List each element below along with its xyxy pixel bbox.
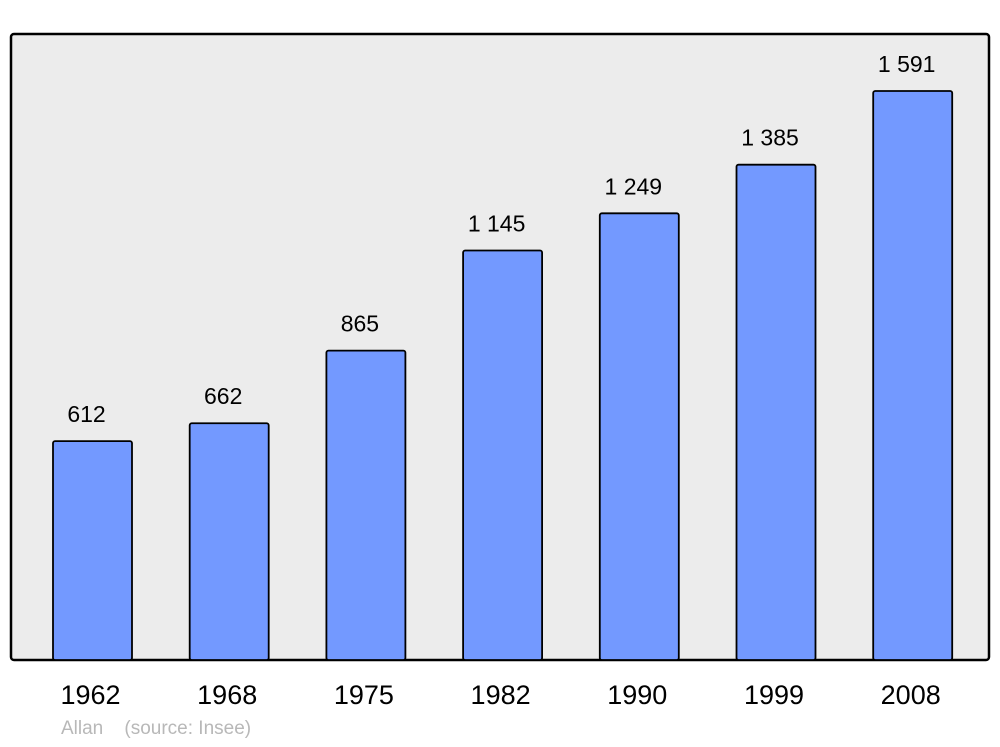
data-label-1990: 1 249 bbox=[605, 173, 663, 199]
data-label-1982: 1 145 bbox=[468, 211, 526, 237]
data-label-1962: 612 bbox=[67, 401, 105, 427]
x-tick-label: 1990 bbox=[607, 680, 667, 710]
x-tick-label: 2008 bbox=[881, 680, 941, 710]
x-tick-label: 1962 bbox=[60, 680, 120, 710]
bar-1990 bbox=[598, 212, 680, 661]
source-credit: (source: Insee) bbox=[124, 718, 252, 739]
data-label-1968: 662 bbox=[204, 383, 242, 409]
x-tick-label: 1968 bbox=[197, 680, 257, 710]
bar-1975 bbox=[325, 349, 407, 661]
bar-1968 bbox=[188, 422, 270, 661]
x-tick-label: 1999 bbox=[744, 680, 804, 710]
x-tick-label: 1982 bbox=[471, 680, 531, 710]
bar-1999 bbox=[735, 163, 817, 661]
x-tick-label: 1975 bbox=[334, 680, 394, 710]
data-label-1999: 1 385 bbox=[741, 125, 799, 151]
data-label-2008: 1 591 bbox=[878, 51, 936, 77]
bar-2008 bbox=[872, 90, 954, 661]
credit-line: Allan (source: Insee) bbox=[61, 718, 251, 740]
author-credit: Allan bbox=[61, 718, 104, 739]
bar-1962 bbox=[52, 440, 133, 661]
bar-1982 bbox=[462, 249, 544, 661]
data-label-1975: 865 bbox=[341, 311, 379, 337]
